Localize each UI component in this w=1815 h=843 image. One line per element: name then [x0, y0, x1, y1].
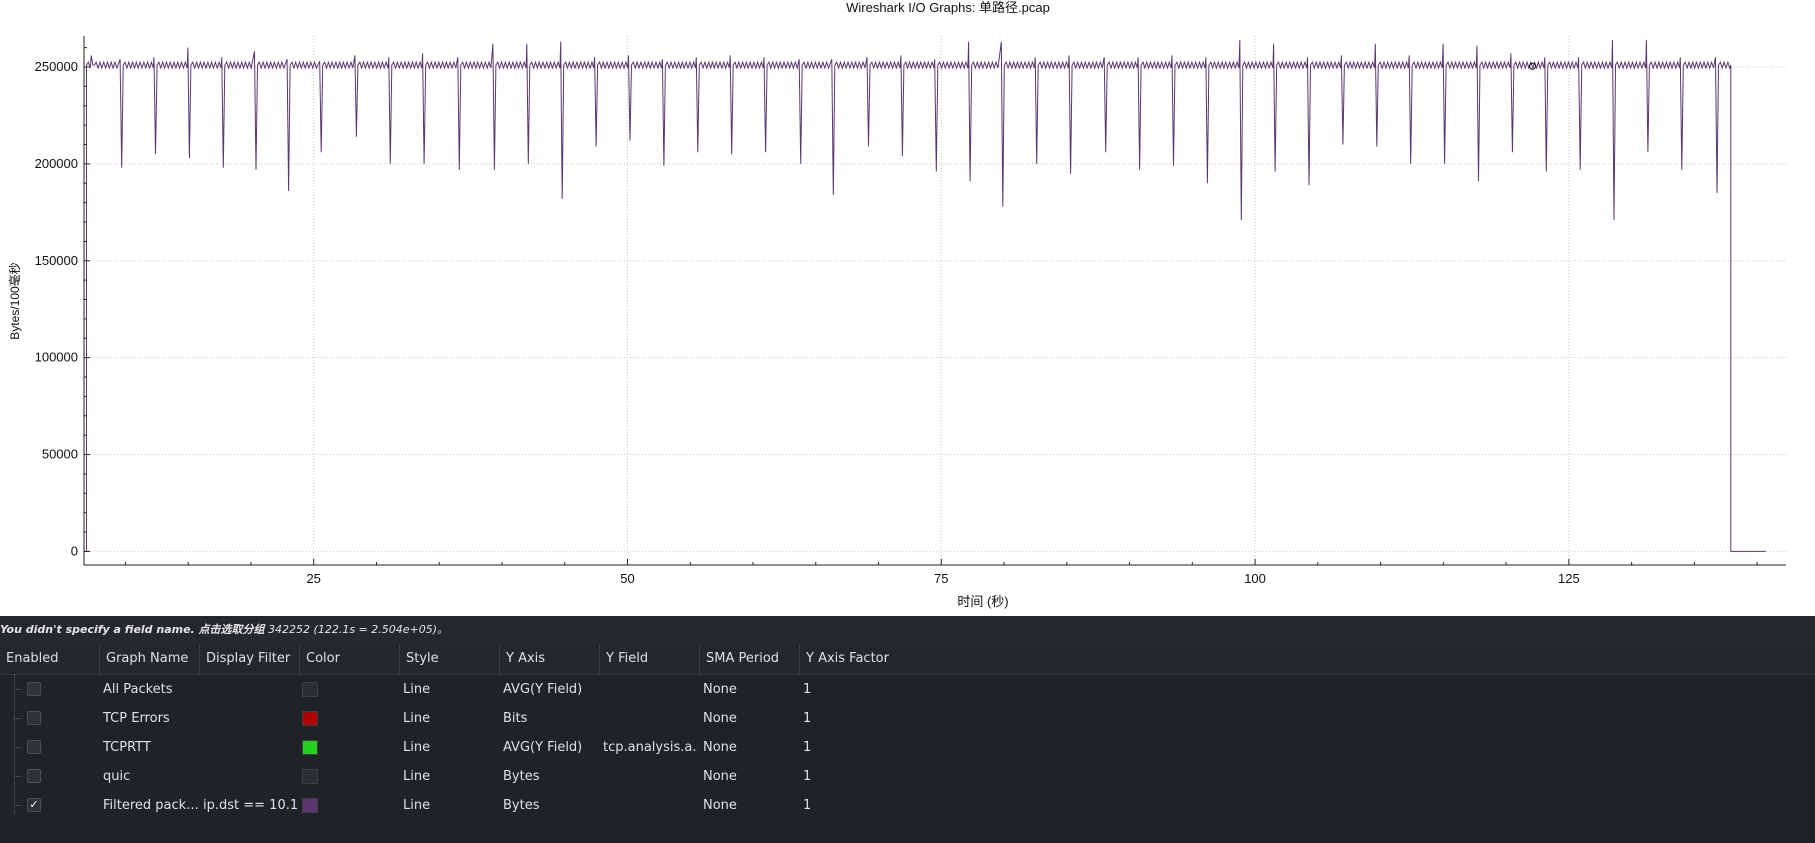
- display-filter-cell[interactable]: [203, 762, 298, 791]
- x-tick-label: 75: [934, 571, 948, 586]
- header-sma-period[interactable]: SMA Period: [700, 644, 800, 674]
- style-cell[interactable]: Line: [403, 740, 431, 755]
- display-filter-cell[interactable]: [203, 733, 298, 762]
- header-y-field[interactable]: Y Field: [600, 644, 700, 674]
- graph-name-cell[interactable]: quic: [103, 769, 131, 784]
- status-hint: You didn't specify a field name. 点击选取分组: [0, 623, 265, 636]
- status-bar: You didn't specify a field name. 点击选取分组 …: [0, 616, 1815, 644]
- y-field-cell[interactable]: [603, 675, 698, 704]
- style-cell[interactable]: Line: [403, 798, 431, 813]
- x-tick-label: 125: [1558, 571, 1580, 586]
- enabled-checkbox[interactable]: [27, 769, 41, 783]
- color-swatch[interactable]: [302, 740, 318, 755]
- chart-title: Wireshark I/O Graphs: 单路径.pcap: [846, 0, 1050, 15]
- header-y-axis[interactable]: Y Axis: [500, 644, 600, 674]
- display-filter-cell[interactable]: ip.dst == 10.1...: [203, 798, 298, 813]
- graph-name-cell[interactable]: TCP Errors: [103, 711, 170, 726]
- y-axis-label: Bytes/100毫秒: [7, 262, 22, 339]
- graph-name-cell[interactable]: Filtered pack...: [103, 798, 198, 813]
- style-cell[interactable]: Line: [403, 711, 431, 726]
- y-axis-factor-cell[interactable]: 1: [803, 740, 812, 755]
- style-cell[interactable]: Line: [403, 769, 431, 784]
- io-graph-chart[interactable]: Wireshark I/O Graphs: 单路径.pcap 25 50 75 100…: [0, 0, 1815, 616]
- y-axis-factor-cell[interactable]: 1: [803, 769, 812, 784]
- header-enabled[interactable]: Enabled: [0, 644, 100, 674]
- y-field-cell[interactable]: [603, 791, 698, 820]
- graph-name-cell[interactable]: All Packets: [103, 682, 173, 697]
- header-display-filter[interactable]: Display Filter: [200, 644, 300, 674]
- x-axis-label: 时间 (秒): [957, 594, 1008, 609]
- sma-period-cell[interactable]: None: [703, 769, 737, 784]
- header-graph-name[interactable]: Graph Name: [100, 644, 200, 674]
- table-row[interactable]: All Packets Line AVG(Y Field) None 1: [0, 675, 1815, 704]
- y-tick-label: 50000: [42, 447, 78, 462]
- y-tick-label: 150000: [35, 253, 78, 268]
- table-row[interactable]: quic Line Bytes None 1: [0, 762, 1815, 791]
- header-y-axis-factor[interactable]: Y Axis Factor: [806, 651, 889, 666]
- table-header: Enabled Graph Name Display Filter Color …: [0, 644, 1815, 675]
- y-tick-label: 250000: [35, 59, 78, 74]
- series-layer: [86, 39, 1766, 552]
- y-tick-label: 200000: [35, 156, 78, 171]
- graph-name-cell[interactable]: TCPRTT: [103, 740, 151, 755]
- y-axis-cell[interactable]: Bits: [503, 711, 528, 726]
- y-field-cell[interactable]: tcp.analysis.a...: [603, 740, 698, 755]
- tree-branch: [14, 718, 21, 719]
- table-row[interactable]: ✓ Filtered pack... ip.dst == 10.1... Lin…: [0, 791, 1815, 820]
- sma-period-cell[interactable]: None: [703, 682, 737, 697]
- color-swatch[interactable]: [302, 711, 318, 726]
- color-swatch[interactable]: [302, 769, 318, 784]
- display-filter-cell[interactable]: [203, 675, 298, 704]
- tree-guide: [14, 674, 15, 814]
- y-field-cell[interactable]: [603, 762, 698, 791]
- series-line-filtered-packets: [86, 39, 1766, 552]
- enabled-checkbox[interactable]: [27, 711, 41, 725]
- y-axis-factor-cell[interactable]: 1: [803, 798, 812, 813]
- enabled-checkbox-checked[interactable]: ✓: [27, 798, 41, 812]
- x-tick-label: 25: [306, 571, 320, 586]
- sma-period-cell[interactable]: None: [703, 740, 737, 755]
- grid-lines: [84, 36, 1786, 565]
- tree-branch: [14, 747, 21, 748]
- x-tick-label: 100: [1244, 571, 1266, 586]
- y-axis-cell[interactable]: Bytes: [503, 798, 540, 813]
- tree-branch: [14, 689, 21, 690]
- sma-period-cell[interactable]: None: [703, 798, 737, 813]
- io-graph-plot[interactable]: Wireshark I/O Graphs: 单路径.pcap 25 50 75 100…: [0, 0, 1815, 616]
- y-field-cell[interactable]: [603, 704, 698, 733]
- enabled-checkbox[interactable]: [27, 682, 41, 696]
- color-swatch[interactable]: [302, 798, 318, 813]
- sma-period-cell[interactable]: None: [703, 711, 737, 726]
- tree-branch: [14, 776, 21, 777]
- y-tick-label: 100000: [35, 350, 78, 365]
- graphs-table[interactable]: Enabled Graph Name Display Filter Color …: [0, 644, 1815, 843]
- axes: 25 50 75 100 125 0 50000 100000 150000 200000 2500…: [35, 36, 1786, 586]
- x-tick-label: 50: [620, 571, 634, 586]
- y-axis-cell[interactable]: Bytes: [503, 769, 540, 784]
- style-cell[interactable]: Line: [403, 682, 431, 697]
- y-tick-label: 0: [71, 543, 78, 558]
- status-value: 342252 (122.1s = 2.504e+05)。: [268, 623, 449, 636]
- y-axis-factor-cell[interactable]: 1: [803, 682, 812, 697]
- enabled-checkbox[interactable]: [27, 740, 41, 754]
- y-axis-factor-cell[interactable]: 1: [803, 711, 812, 726]
- table-row[interactable]: TCP Errors Line Bits None 1: [0, 704, 1815, 733]
- tree-branch: [14, 805, 21, 806]
- display-filter-cell[interactable]: [203, 704, 298, 733]
- color-swatch[interactable]: [302, 682, 318, 697]
- y-axis-cell[interactable]: AVG(Y Field): [503, 740, 583, 755]
- header-color[interactable]: Color: [300, 644, 400, 674]
- selected-point-marker: [1528, 62, 1536, 70]
- table-row[interactable]: TCPRTT Line AVG(Y Field) tcp.analysis.a.…: [0, 733, 1815, 762]
- header-style[interactable]: Style: [400, 644, 500, 674]
- y-axis-cell[interactable]: AVG(Y Field): [503, 682, 583, 697]
